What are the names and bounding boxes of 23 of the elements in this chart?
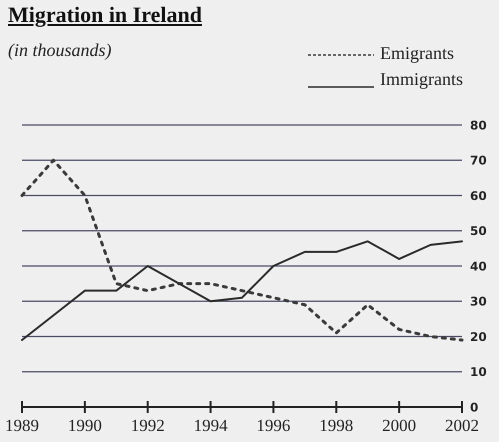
y-tick-label: 20 <box>470 330 487 344</box>
x-tick-label: 1998 <box>319 416 354 435</box>
y-tick-label: 70 <box>470 154 487 168</box>
y-tick-label: 60 <box>470 188 487 203</box>
line-series <box>20 158 464 342</box>
x-tick-label: 2000 <box>382 416 416 435</box>
y-tick-label: 40 <box>470 259 487 274</box>
x-tick-label: 1990 <box>68 416 102 435</box>
x-tick-label: 1992 <box>130 416 165 435</box>
legend-label: Immigrants <box>380 68 463 90</box>
y-tick-label: 80 <box>470 118 487 132</box>
chart-title: Migration in Ireland <box>8 2 202 28</box>
x-tick-label: 1996 <box>256 416 290 435</box>
chart-subtitle: (in thousands) <box>8 40 112 61</box>
y-tick-label: 50 <box>470 224 487 238</box>
legend-label: Emigrants <box>380 42 454 64</box>
x-tick-label: 1994 <box>194 416 228 435</box>
y-tick-label: 0 <box>470 400 478 414</box>
x-tick-label: 1989 <box>5 416 39 435</box>
line-series <box>21 240 463 342</box>
y-tick-label: 10 <box>470 365 487 380</box>
x-tick-label: 2002 <box>445 416 479 435</box>
y-tick-label: 30 <box>470 294 487 309</box>
